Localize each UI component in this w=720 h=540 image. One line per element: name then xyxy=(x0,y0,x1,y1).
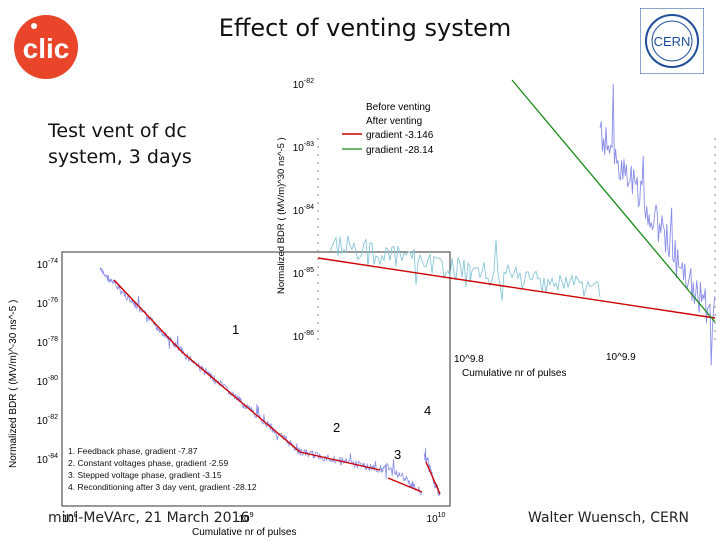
side-note-line-2: system, 3 days xyxy=(48,146,192,168)
inset-legend-after: After venting xyxy=(366,116,422,127)
inset-y-tick-0: 10-82 xyxy=(293,78,314,91)
phase-label-2: 2 xyxy=(333,420,340,435)
main-y-tick-4: 10-82 xyxy=(37,414,58,427)
main-legend-item-3: 3. Stepped voltage phase, gradient -3.15 xyxy=(68,470,222,480)
cern-logo-text: CERN xyxy=(654,34,691,49)
inset-x-ticks: 10^9.8 10^9.9 xyxy=(454,352,636,365)
clic-logo-circle xyxy=(14,15,78,79)
cern-logo-frame xyxy=(640,8,704,74)
inset-legend-gradient-green: gradient -28.14 xyxy=(366,145,434,156)
phase-label-4: 4 xyxy=(424,403,431,418)
inset-y-tick-1: 10-83 xyxy=(293,141,314,154)
footer-author: Walter Wuensch, CERN xyxy=(528,510,690,526)
clic-logo-text: clic xyxy=(23,33,70,64)
main-raw-data-series xyxy=(99,267,422,496)
main-x-tick-2: 1010 xyxy=(427,512,446,525)
main-legend: 1. Feedback phase, gradient -7.87 2. Con… xyxy=(68,446,257,492)
main-legend-item-4: 4. Reconditioning after 3 day vent, grad… xyxy=(68,482,257,492)
cern-logo-ring xyxy=(645,14,699,68)
main-fit-constant-voltage xyxy=(299,451,381,471)
main-legend-item-1: 1. Feedback phase, gradient -7.87 xyxy=(68,446,198,456)
main-y-tick-1: 10-76 xyxy=(37,297,58,310)
main-x-tick-1: 109 xyxy=(238,512,253,525)
inset-after-venting-series xyxy=(329,235,601,302)
inset-venting-chart: 10-82 10-83 10-84 10-85 10-86 Before venting… xyxy=(276,78,716,379)
inset-x-tick-1: 10^9.8 xyxy=(454,354,484,365)
main-fit-feedback xyxy=(113,279,301,453)
main-y-axis-label: Normalized BDR ( (MV/m)^-30 ns^-5 ) xyxy=(8,300,19,468)
inset-y-axis-label: Normalized BDR ( (MV/m)^30 ns^-5 ) xyxy=(276,137,287,294)
phase-label-1: 1 xyxy=(232,322,239,337)
main-bdr-chart: 10-74 10-76 10-78 10-80 10-82 10-84 108 109 101… xyxy=(8,251,451,538)
cern-logo: CERN xyxy=(640,8,704,74)
main-y-tick-2: 10-78 xyxy=(37,336,58,349)
main-x-tick-0: 108 xyxy=(62,512,77,525)
main-y-tick-5: 10-84 xyxy=(37,453,58,466)
clic-logo-dot xyxy=(31,23,37,29)
main-phase4-raw-series xyxy=(423,447,441,497)
inset-before-venting-series xyxy=(599,83,716,366)
main-y-tick-0: 10-74 xyxy=(37,258,58,271)
inset-fit-after xyxy=(511,79,716,323)
side-note-line-1: Test vent of dc xyxy=(48,120,187,142)
footer-event: mini-MeVArc, 21 March 2016 xyxy=(48,510,250,526)
inset-legend-gradient-red: gradient -3.146 xyxy=(366,130,434,141)
inset-y-tick-4: 10-86 xyxy=(293,330,314,343)
inset-legend: Before venting After venting gradient -3… xyxy=(340,98,448,160)
inset-x-axis-label: Cumulative nr of pulses xyxy=(462,368,567,379)
main-legend-item-2: 2. Constant voltages phase, gradient -2.… xyxy=(68,458,228,468)
inset-fit-before xyxy=(317,257,716,319)
inset-x-tick-2: 10^9.9 xyxy=(606,352,636,363)
slide-title: Effect of venting system xyxy=(218,14,512,42)
cern-logo-inner-ring xyxy=(651,20,693,62)
inset-legend-box xyxy=(340,98,448,160)
clic-logo: clic xyxy=(14,15,78,79)
main-x-axis-label: Cumulative nr of pulses xyxy=(192,527,297,538)
phase-label-3: 3 xyxy=(394,447,401,462)
main-y-tick-3: 10-80 xyxy=(37,375,58,388)
inset-y-tick-2: 10-84 xyxy=(293,204,314,217)
main-fit-reconditioning xyxy=(425,461,441,495)
side-note: Test vent of dc system, 3 days xyxy=(48,118,192,170)
inset-y-tick-3: 10-85 xyxy=(293,267,314,280)
main-fit-stepped-voltage xyxy=(387,477,423,493)
inset-legend-before: Before venting xyxy=(366,102,431,113)
